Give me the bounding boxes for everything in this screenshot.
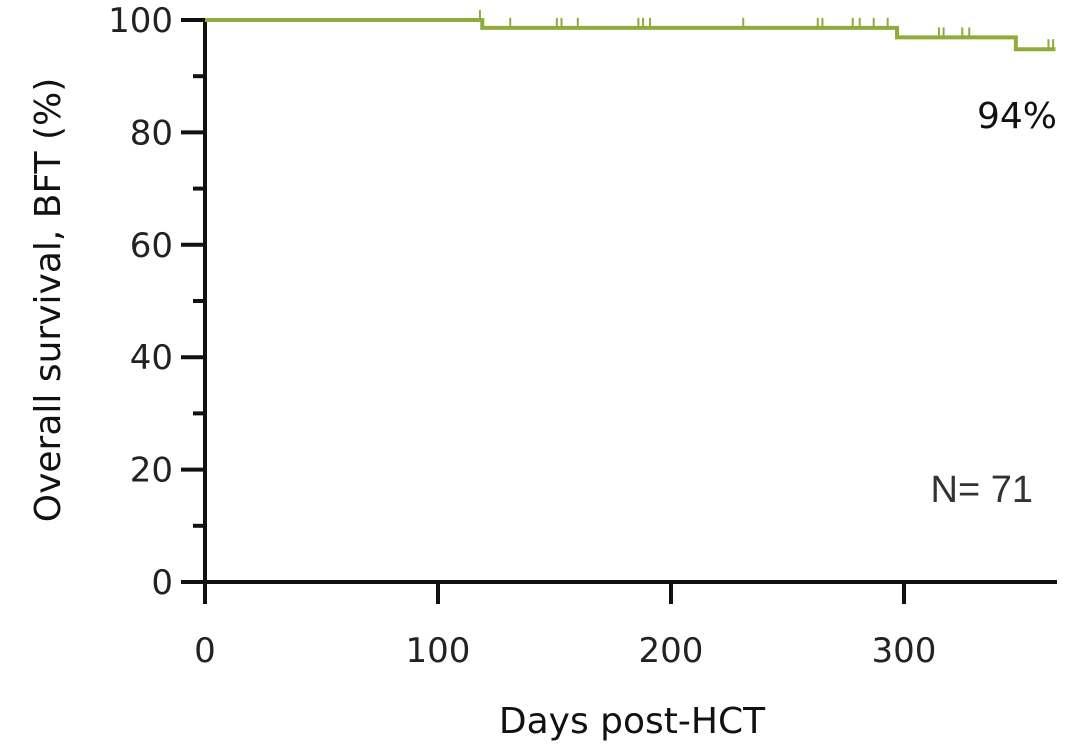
x-tick-label: 100 [406, 631, 471, 671]
x-tick-label: 300 [872, 631, 937, 671]
axes [181, 18, 1057, 604]
y-tick-label: 40 [130, 338, 173, 378]
survival-percent-label: 94% [977, 96, 1057, 137]
sample-size-label: N= 71 [931, 469, 1033, 511]
x-tick-label: 200 [639, 631, 704, 671]
y-tick-label: 60 [130, 226, 173, 266]
y-tick-label: 80 [130, 113, 173, 153]
y-axis-title: Overall survival, BFT (%) [28, 78, 69, 523]
y-tick-label: 20 [130, 451, 173, 491]
censor-marks [478, 10, 1055, 50]
x-tick-label: 0 [194, 631, 216, 671]
survival-curve [205, 18, 1056, 52]
x-axis-title: Days post-HCT [499, 701, 766, 742]
y-tick-label: 100 [108, 1, 173, 41]
tick-labels: 0 20 40 60 80 100 0 100 200 300 [108, 1, 936, 671]
survival-step-line [205, 18, 1056, 52]
y-tick-label: 0 [151, 563, 173, 603]
